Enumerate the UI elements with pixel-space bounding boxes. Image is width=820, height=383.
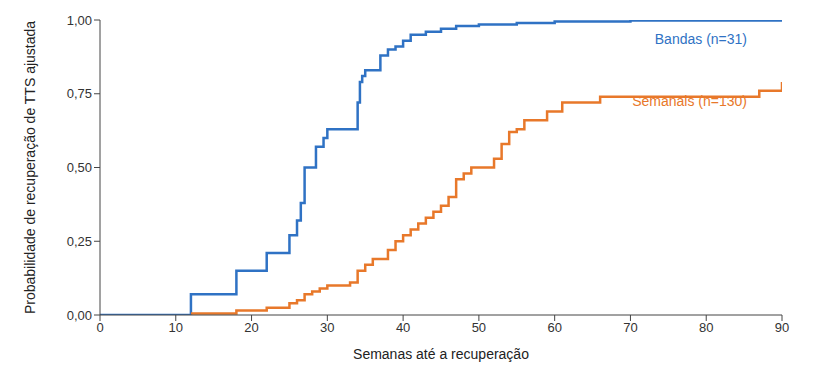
svg-text:80: 80: [699, 320, 713, 335]
svg-text:0,50: 0,50: [67, 160, 92, 175]
svg-text:0: 0: [96, 320, 103, 335]
svg-text:70: 70: [623, 320, 637, 335]
svg-text:0,00: 0,00: [67, 308, 92, 323]
svg-text:90: 90: [775, 320, 789, 335]
svg-text:Bandas (n=31): Bandas (n=31): [655, 31, 747, 47]
svg-text:10: 10: [169, 320, 183, 335]
svg-text:60: 60: [547, 320, 561, 335]
svg-text:Semanas até a recuperação: Semanas até a recuperação: [353, 346, 529, 362]
svg-text:Probabilidade de recuperação d: Probabilidade de recuperação de TTS ajus…: [22, 21, 38, 314]
svg-text:20: 20: [244, 320, 258, 335]
svg-text:0,25: 0,25: [67, 234, 92, 249]
svg-text:50: 50: [472, 320, 486, 335]
svg-text:Semanais (n=130): Semanais (n=130): [632, 93, 747, 109]
svg-text:30: 30: [320, 320, 334, 335]
svg-text:1,00: 1,00: [67, 13, 92, 28]
svg-text:40: 40: [396, 320, 410, 335]
svg-text:0,75: 0,75: [67, 86, 92, 101]
